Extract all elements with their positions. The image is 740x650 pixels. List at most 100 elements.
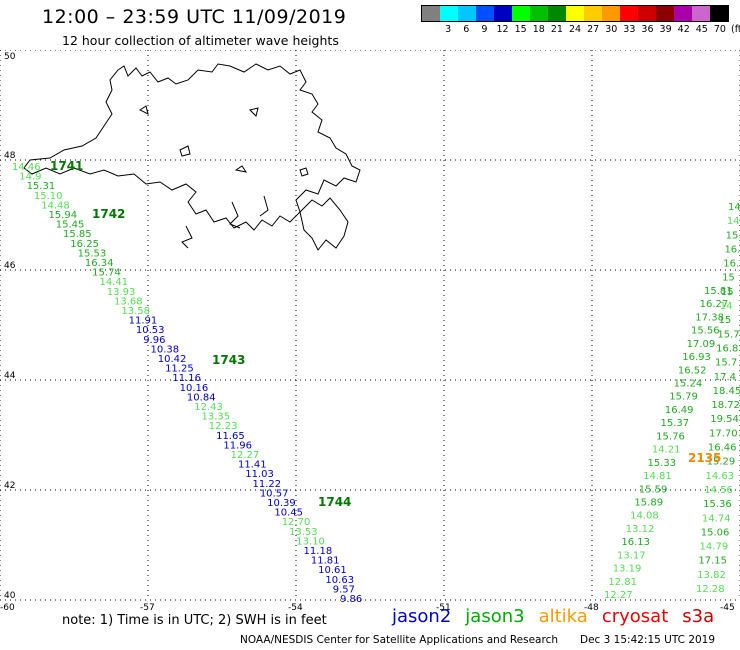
swh-value: 14.08	[630, 511, 659, 522]
swh-value: 15.56	[691, 326, 720, 337]
swh-value: 16.49	[665, 405, 694, 416]
satellite-legend-item: cryosat	[601, 606, 669, 627]
swh-value: 13.17	[617, 550, 646, 561]
pass-time-label: 1744	[318, 495, 351, 509]
swh-value: 11.22	[253, 479, 282, 490]
swh-value: 15.89	[634, 497, 663, 508]
legend-label: 21	[550, 24, 563, 35]
legend-swatch	[494, 6, 512, 21]
generated-timestamp: Dec 3 15:42:15 UTC 2019	[580, 634, 716, 646]
legend-label: 39	[659, 24, 672, 35]
swh-value: 16.46	[708, 443, 737, 454]
legend-label: 18	[532, 24, 545, 35]
swh-value: 10.57	[260, 488, 289, 499]
legend-label: 36	[641, 24, 654, 35]
island-2	[179, 145, 191, 157]
legend-swatch	[548, 6, 566, 21]
swh-value: 9.57	[333, 584, 355, 595]
legend-label: 33	[623, 24, 636, 35]
swh-value: 15.37	[661, 418, 690, 429]
legend-label: 70	[713, 24, 726, 35]
legend-swatch	[584, 6, 602, 21]
swh-value: 13.12	[626, 524, 655, 535]
lat-tick-label: 46	[4, 261, 16, 271]
newfoundland-coastline	[23, 63, 361, 231]
swh-value: 13.53	[289, 527, 318, 538]
lon-tick-label: -57	[140, 603, 155, 610]
swh-value: 11.16	[172, 373, 201, 384]
swh-value: 17.15	[698, 556, 727, 567]
island-1	[139, 105, 149, 115]
swh-value: 10.45	[274, 508, 303, 519]
swh-value: 15.74	[92, 268, 121, 279]
lon-tick-label: -60	[0, 603, 15, 610]
swh-value: 15.85	[63, 229, 92, 240]
legend-swatch	[476, 6, 494, 21]
swh-value: 14.79	[700, 542, 729, 553]
swh-value: 10.61	[318, 565, 347, 576]
legend-label: 24	[568, 24, 582, 35]
units-note: note: 1) Time is in UTC; 2) SWH is in fe…	[62, 613, 327, 628]
swh-value: 15.81	[704, 286, 733, 297]
legend-label: 30	[605, 24, 618, 35]
swh-value: 10.38	[150, 344, 179, 355]
swh-value: 18.72	[711, 400, 740, 411]
legend-swatch	[530, 6, 548, 21]
swh-value: 10.42	[158, 354, 187, 365]
lat-tick-label: 40	[4, 591, 16, 601]
legend-swatch	[692, 6, 710, 21]
swh-value: 15	[719, 315, 732, 326]
lat-tick-label: 44	[4, 371, 16, 381]
swh-value: 15.10	[34, 191, 63, 202]
swh-value: 14.81	[643, 471, 672, 482]
lon-tick-label: -54	[288, 603, 303, 610]
swh-value: 11.65	[216, 431, 245, 442]
legend-unit: (ft)	[731, 24, 740, 35]
swh-value: 15.45	[56, 220, 85, 231]
swh-value: 11.03	[245, 469, 274, 480]
lat-tick-label: 42	[4, 481, 15, 491]
swh-value: 15.53	[78, 248, 107, 259]
swh-value: 12.28	[696, 584, 725, 595]
swh-value: 15.7	[715, 358, 737, 369]
legend-label: 27	[587, 24, 600, 35]
swh-value: 15.79	[669, 392, 698, 403]
bay-inlet-1	[229, 201, 241, 229]
swh-value: 10.39	[267, 498, 296, 509]
legend-swatch	[638, 6, 656, 21]
swh-value: 12.43	[194, 402, 223, 413]
swh-value: 11.25	[165, 364, 194, 375]
lat-tick-label: 50	[4, 52, 16, 62]
legend-label: 12	[496, 24, 509, 35]
legend-swatch	[422, 6, 440, 21]
swh-value: 13.58	[121, 306, 150, 317]
swh-value: 10.53	[136, 325, 165, 336]
island-5	[234, 165, 248, 173]
swh-value: 15.94	[48, 210, 77, 221]
legend-swatch	[458, 6, 476, 21]
lat-tick-label: 48	[4, 151, 16, 161]
pass-time-label: 1741	[50, 159, 83, 173]
swh-value: 9.96	[143, 335, 165, 346]
swh-value: 16.8	[716, 343, 738, 354]
avalon-peninsula	[299, 197, 349, 251]
legend-swatches	[421, 5, 729, 22]
legend-label: 3	[445, 24, 452, 35]
swh-value: 12.27	[231, 450, 260, 461]
swh-value: 13.93	[107, 287, 136, 298]
legend-swatch	[440, 6, 458, 21]
legend-label: 45	[695, 24, 708, 35]
pass-time-label: 2135	[688, 451, 721, 465]
swh-value: 14.63	[705, 471, 734, 482]
lon-tick-label: -51	[436, 603, 451, 610]
swh-value: 19.54	[710, 414, 739, 425]
swh-value: 16.52	[678, 365, 707, 376]
graticule	[0, 50, 740, 601]
altimeter-map: -60 -57 -54 -51 -48 -45 40 42 44 46 48 50 14.4614.9…	[0, 50, 740, 610]
swh-value: 15.33	[647, 458, 676, 469]
island-4	[299, 167, 309, 177]
legend-swatch	[602, 6, 620, 21]
legend-swatch	[710, 6, 728, 21]
